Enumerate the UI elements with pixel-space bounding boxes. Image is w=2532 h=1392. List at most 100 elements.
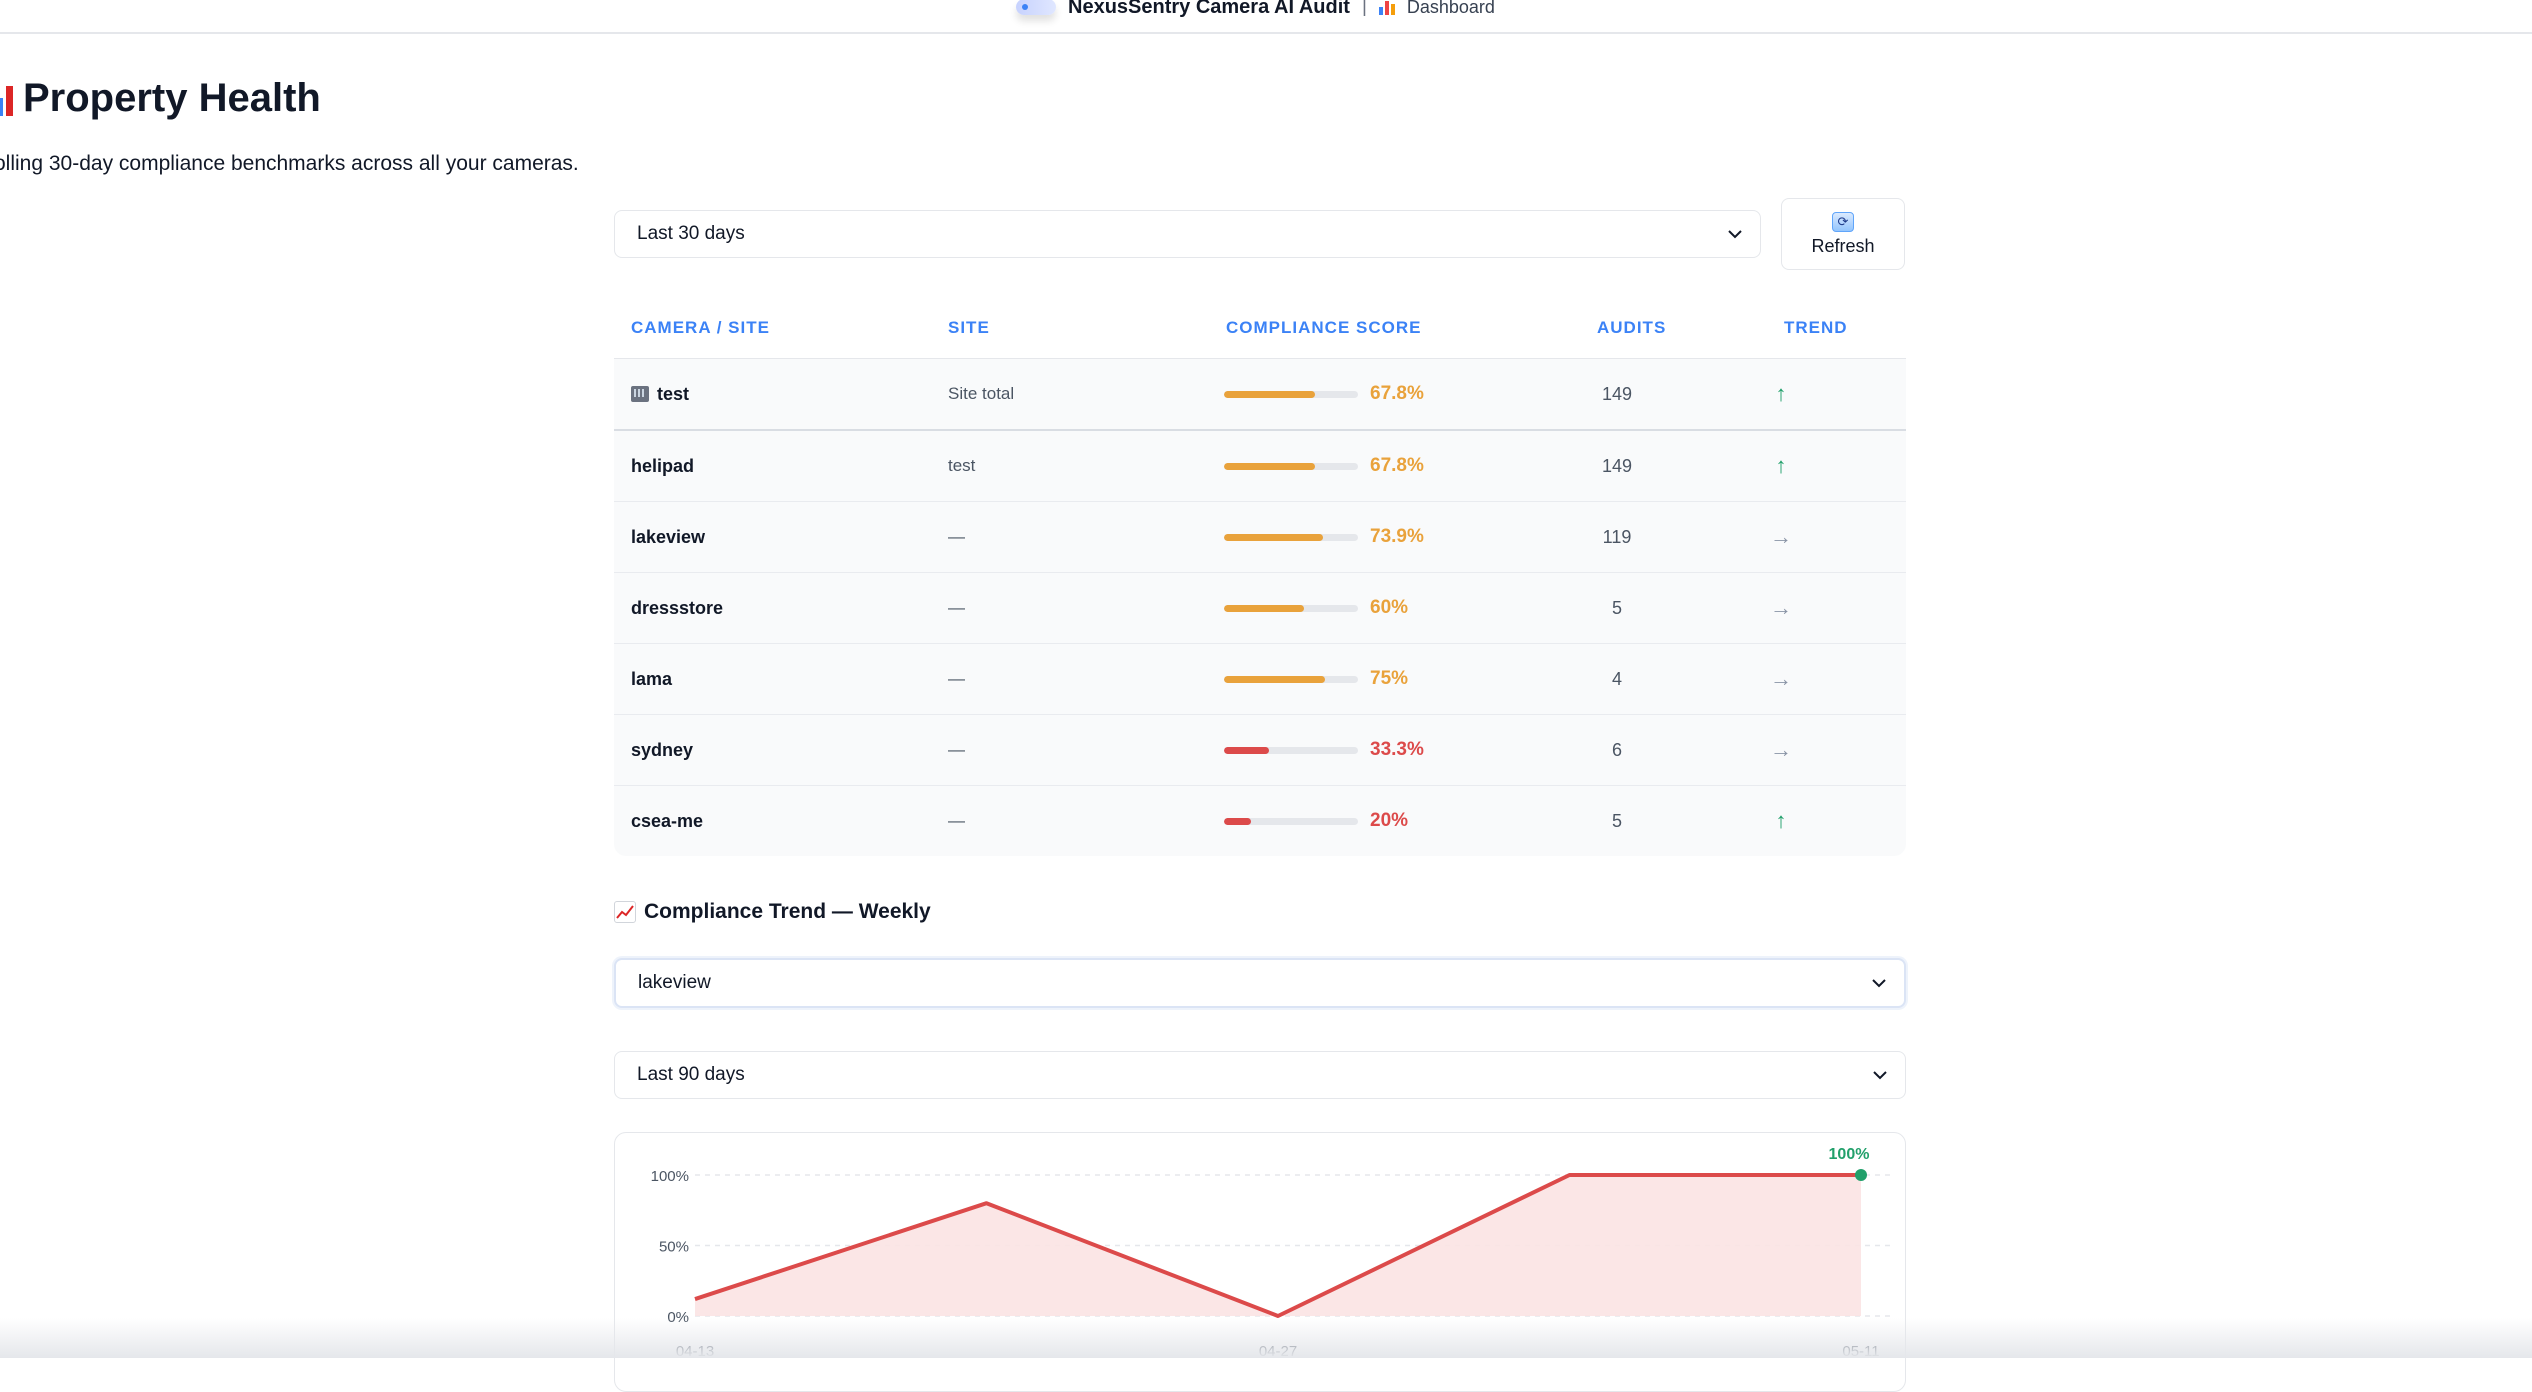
column-camera[interactable]: CAMERA / SITE <box>631 318 770 337</box>
camera-cell: sydney <box>631 715 693 785</box>
camera-name: lama <box>631 668 673 689</box>
site-cell: — <box>948 527 965 546</box>
trend-arrow-icon: → <box>1770 595 1792 620</box>
page-title-text: Property Health <box>23 76 321 120</box>
compliance-table: CAMERA / SITE SITE COMPLIANCE SCORE AUDI… <box>614 308 1906 856</box>
column-audits[interactable]: AUDITS <box>1597 318 1667 337</box>
top-bar: NexusSentry Camera AI Audit | Dashboard <box>0 0 2532 34</box>
trend-arrow-icon: ↑ <box>1775 381 1787 406</box>
score-value: 73.9% <box>1370 526 1424 547</box>
trend-camera-value: lakeview <box>638 972 711 993</box>
table-row[interactable]: dressstore — 60% 5 → <box>614 573 1906 644</box>
camera-cell: helipad <box>631 431 694 501</box>
bar-chart-icon <box>0 82 13 116</box>
period-select-value: Last 30 days <box>637 223 745 244</box>
audits-cell: 149 <box>1601 455 1633 476</box>
audits-cell: 119 <box>1602 526 1632 547</box>
trend-last-point-label: 100% <box>1829 1146 1870 1163</box>
refresh-button[interactable]: ⟳ Refresh <box>1781 198 1905 270</box>
camera-cell: test <box>631 359 689 429</box>
audits-cell: 149 <box>1601 383 1633 404</box>
camera-cell: lama <box>631 644 672 714</box>
camera-cell: lakeview <box>631 502 705 572</box>
score-value: 20% <box>1370 810 1409 831</box>
trend-period-value: Last 90 days <box>637 1064 745 1085</box>
table-row[interactable]: csea-me — 20% 5 ↑ <box>614 786 1906 856</box>
table-row[interactable]: helipad test 67.8% 149 ↑ <box>614 431 1906 502</box>
trend-camera-select[interactable]: lakeview <box>614 958 1906 1008</box>
score-value: 67.8% <box>1370 383 1424 404</box>
camera-name: test <box>657 383 690 404</box>
score-cell: 67.8% <box>1224 431 1424 501</box>
table-row-site-total[interactable]: test Site total 67.8% 149 ↑ <box>614 359 1906 431</box>
score-bar-fill <box>1224 462 1315 470</box>
trend-arrow-icon: ↑ <box>1775 453 1787 478</box>
audits-cell: 6 <box>1611 739 1622 760</box>
score-bar <box>1224 604 1358 612</box>
app-logo-icon <box>1016 0 1056 15</box>
camera-cell: csea-me <box>631 786 703 856</box>
line-chart-icon <box>614 901 636 923</box>
bottom-fade <box>0 1318 2532 1358</box>
column-site[interactable]: SITE <box>948 318 990 337</box>
score-bar-fill <box>1224 390 1315 398</box>
brand[interactable]: NexusSentry Camera AI Audit | Dashboard <box>1016 0 1495 20</box>
chevron-down-icon <box>1873 1071 1887 1080</box>
score-value: 60% <box>1370 597 1409 618</box>
trend-line <box>694 1173 1861 1318</box>
building-icon <box>631 386 649 402</box>
camera-name: dressstore <box>631 597 724 618</box>
score-cell: 20% <box>1224 786 1408 856</box>
score-bar-fill <box>1224 746 1269 754</box>
camera-cell: dressstore <box>631 573 723 643</box>
score-cell: 60% <box>1224 573 1408 643</box>
score-bar <box>1224 390 1358 398</box>
period-select[interactable]: Last 30 days <box>614 210 1761 258</box>
trend-area <box>695 1175 1861 1316</box>
breadcrumb-dashboard[interactable]: Dashboard <box>1406 0 1495 17</box>
score-bar-fill <box>1224 817 1251 825</box>
trend-section-title: Compliance Trend — Weekly <box>614 900 931 924</box>
table-row[interactable]: lakeview — 73.9% 119 → <box>614 502 1906 573</box>
audits-cell: 5 <box>1611 810 1622 831</box>
table-row[interactable]: lama — 75% 4 → <box>614 644 1906 715</box>
site-cell: test <box>948 456 976 475</box>
breadcrumb-separator: | <box>1361 0 1367 17</box>
trend-last-point <box>1855 1169 1867 1181</box>
score-value: 67.8% <box>1370 455 1424 476</box>
site-cell: Site total <box>948 384 1015 403</box>
audits-cell: 4 <box>1611 668 1622 689</box>
site-cell: — <box>948 598 965 617</box>
table-body: test Site total 67.8% 149 ↑ helipad test 67.8% 1… <box>614 359 1906 856</box>
score-bar-fill <box>1224 604 1305 612</box>
score-bar <box>1224 533 1358 541</box>
score-cell: 75% <box>1224 644 1408 714</box>
score-bar <box>1224 462 1358 470</box>
table-row[interactable]: sydney — 33.3% 6 → <box>614 715 1906 786</box>
trend-period-select[interactable]: Last 90 days <box>614 1051 1906 1099</box>
bar-chart-icon <box>1378 0 1395 15</box>
camera-name: lakeview <box>631 526 706 547</box>
score-cell: 67.8% <box>1224 359 1424 429</box>
score-bar-fill <box>1224 675 1325 683</box>
camera-name: helipad <box>631 455 695 476</box>
audits-cell: 5 <box>1611 597 1622 618</box>
trend-section-title-text: Compliance Trend — Weekly <box>644 900 931 923</box>
trend-arrow-icon: → <box>1770 524 1792 549</box>
score-cell: 33.3% <box>1224 715 1424 785</box>
column-score[interactable]: COMPLIANCE SCORE <box>1226 318 1422 337</box>
trend-arrow-icon: → <box>1770 737 1792 762</box>
trend-arrow-icon: → <box>1770 666 1792 691</box>
score-value: 75% <box>1370 668 1409 689</box>
camera-name: sydney <box>631 739 694 760</box>
y-tick-label: 100% <box>651 1168 689 1185</box>
column-trend[interactable]: TREND <box>1784 318 1848 337</box>
camera-name: csea-me <box>631 810 704 831</box>
y-tick-label: 50% <box>659 1239 689 1256</box>
site-cell: — <box>948 669 965 688</box>
app-name: NexusSentry Camera AI Audit <box>1068 0 1350 18</box>
chevron-down-icon <box>1872 979 1886 988</box>
compliance-trend-chart: 0%50%100%100%04-1304-2705-11 <box>651 1146 1895 1360</box>
refresh-label: Refresh <box>1811 235 1875 256</box>
site-cell: — <box>948 740 965 759</box>
